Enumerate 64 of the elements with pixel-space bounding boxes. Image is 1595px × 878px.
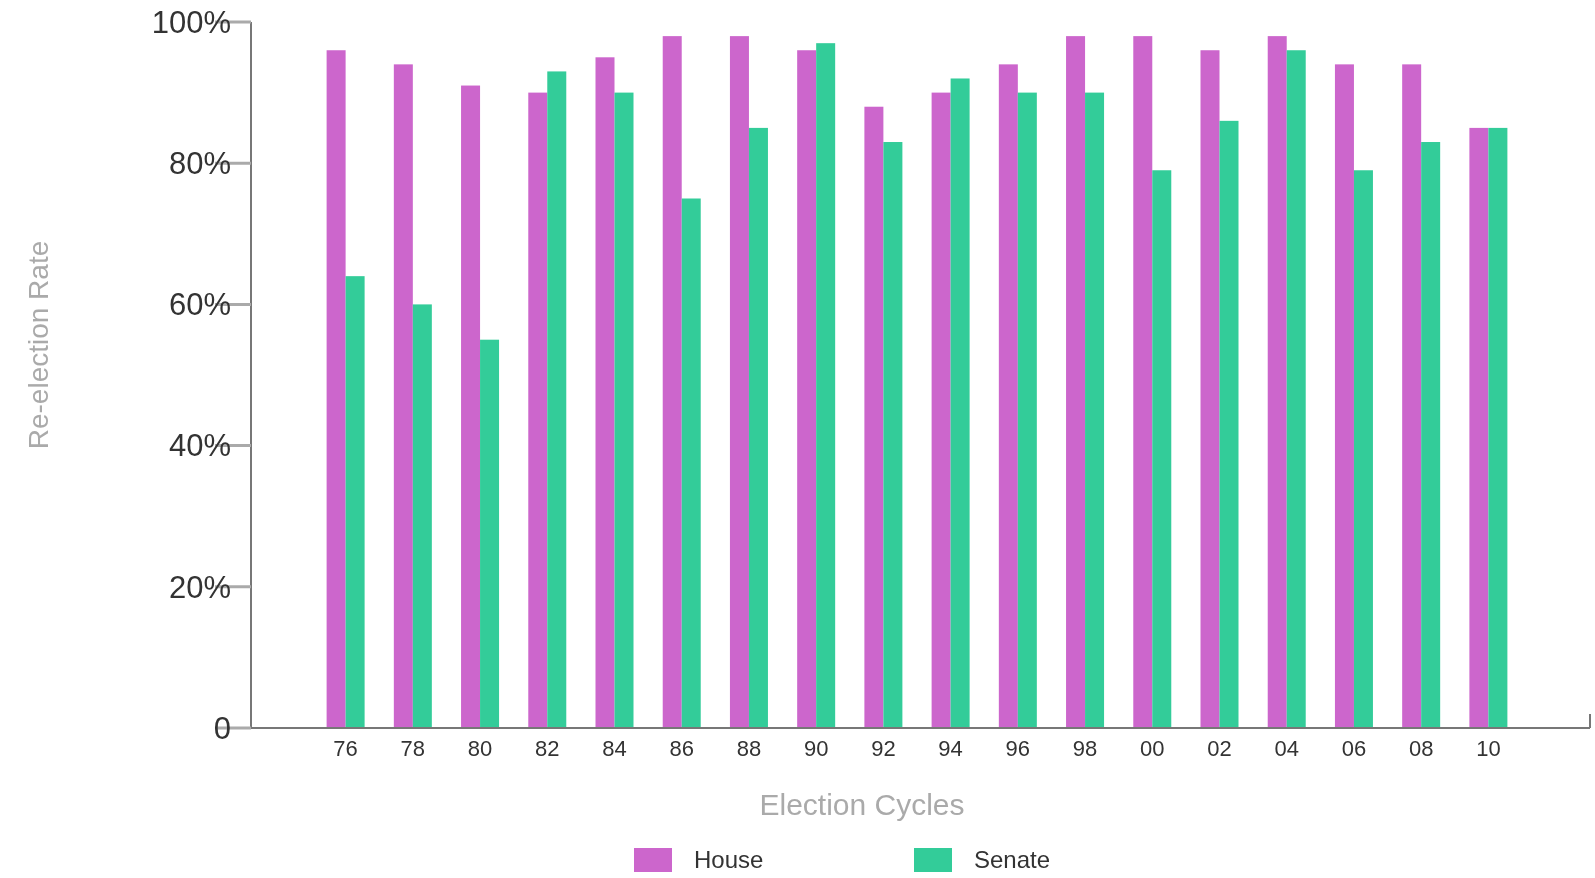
bar <box>547 71 567 728</box>
x-tick-label: 90 <box>803 736 829 761</box>
bar <box>662 36 682 728</box>
x-axis-title: Election Cycles <box>759 788 965 821</box>
y-axis-title: Re-election Rate <box>23 240 54 450</box>
bar <box>528 92 548 728</box>
bar <box>998 64 1018 728</box>
bar <box>1017 92 1037 728</box>
x-tick-label: 86 <box>669 736 694 761</box>
bar <box>326 50 346 728</box>
x-tick-label: 78 <box>400 736 426 761</box>
y-tick-label: 100% <box>151 4 231 40</box>
x-tick-label: 92 <box>871 736 896 761</box>
bar <box>1286 50 1306 728</box>
x-tick-label: 94 <box>938 736 963 761</box>
bar <box>1200 50 1220 728</box>
y-tick-label: 60% <box>168 287 231 323</box>
bar <box>1353 170 1373 728</box>
bar <box>797 50 817 728</box>
x-tick-label: 08 <box>1408 736 1434 761</box>
bar <box>729 36 749 728</box>
legend-label: Senate <box>974 846 1051 873</box>
bar <box>345 276 365 728</box>
x-tick-label: 02 <box>1207 736 1232 761</box>
legend-label: House <box>694 846 764 873</box>
bar <box>1066 36 1086 728</box>
bar <box>883 142 903 728</box>
bar <box>1334 64 1354 728</box>
bar <box>950 78 970 728</box>
x-tick-label: 06 <box>1341 736 1367 761</box>
x-tick-label: 04 <box>1274 736 1299 761</box>
bar <box>1133 36 1153 728</box>
x-tick-label: 10 <box>1476 736 1501 761</box>
x-tick-label: 84 <box>602 736 627 761</box>
x-tick-label: 88 <box>736 736 762 761</box>
y-tick-label: 20% <box>168 569 231 605</box>
y-tick-label: 80% <box>168 146 231 182</box>
x-tick-label: 76 <box>333 736 358 761</box>
bar <box>1267 36 1287 728</box>
x-tick-label: 00 <box>1140 736 1165 761</box>
x-tick-label: 80 <box>467 736 493 761</box>
bar <box>1402 64 1422 728</box>
bar <box>748 127 768 728</box>
bar <box>393 64 413 728</box>
bar <box>1219 120 1239 728</box>
bar <box>595 57 615 728</box>
bar <box>1469 127 1489 728</box>
bar <box>1085 92 1105 728</box>
bar <box>1488 127 1508 728</box>
bar <box>816 43 836 728</box>
y-tick-label: 40% <box>168 428 231 464</box>
bar <box>864 106 884 728</box>
bar <box>1421 142 1441 728</box>
bar <box>931 92 951 728</box>
bar <box>1152 170 1172 728</box>
bar <box>480 339 500 728</box>
x-tick-label: 96 <box>1005 736 1031 761</box>
y-tick-label: 0 <box>213 710 231 746</box>
x-tick-label: 98 <box>1072 736 1098 761</box>
bar <box>681 198 701 728</box>
bar <box>614 92 634 728</box>
x-tick-label: 82 <box>535 736 560 761</box>
bar <box>412 304 432 728</box>
bar <box>461 85 481 728</box>
